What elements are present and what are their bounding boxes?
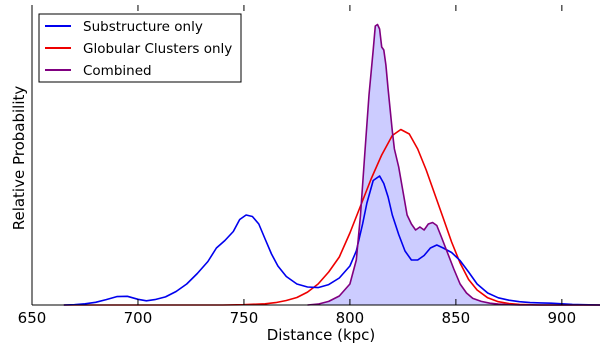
x-tick-label: 650 (18, 309, 47, 327)
x-axis-ticks: 650 700 750 800 850 900 (18, 5, 576, 327)
legend-label-3: Combined (83, 63, 152, 79)
series-line-2 (63, 128, 600, 306)
series-line-3 (307, 23, 600, 306)
x-tick-label: 900 (548, 309, 577, 327)
y-axis-label: Relative Probability (10, 86, 28, 231)
legend-label-2: Globular Clusters only (83, 41, 232, 57)
x-tick-label: 800 (336, 309, 365, 327)
x-axis-label: Distance (kpc) (267, 326, 376, 344)
series-fill-3 (307, 24, 600, 305)
x-tick-label: 750 (230, 309, 259, 327)
legend-label-1: Substructure only (83, 19, 203, 35)
legend-box (38, 13, 242, 83)
plot-fills (307, 24, 600, 305)
x-tick-label: 850 (442, 309, 471, 327)
x-tick-label: 700 (124, 309, 153, 327)
plot-lines (63, 23, 600, 306)
series-line-1 (63, 175, 600, 306)
plot-frame (31, 5, 600, 306)
legend: Substructure only Globular Clusters only C… (38, 13, 242, 83)
